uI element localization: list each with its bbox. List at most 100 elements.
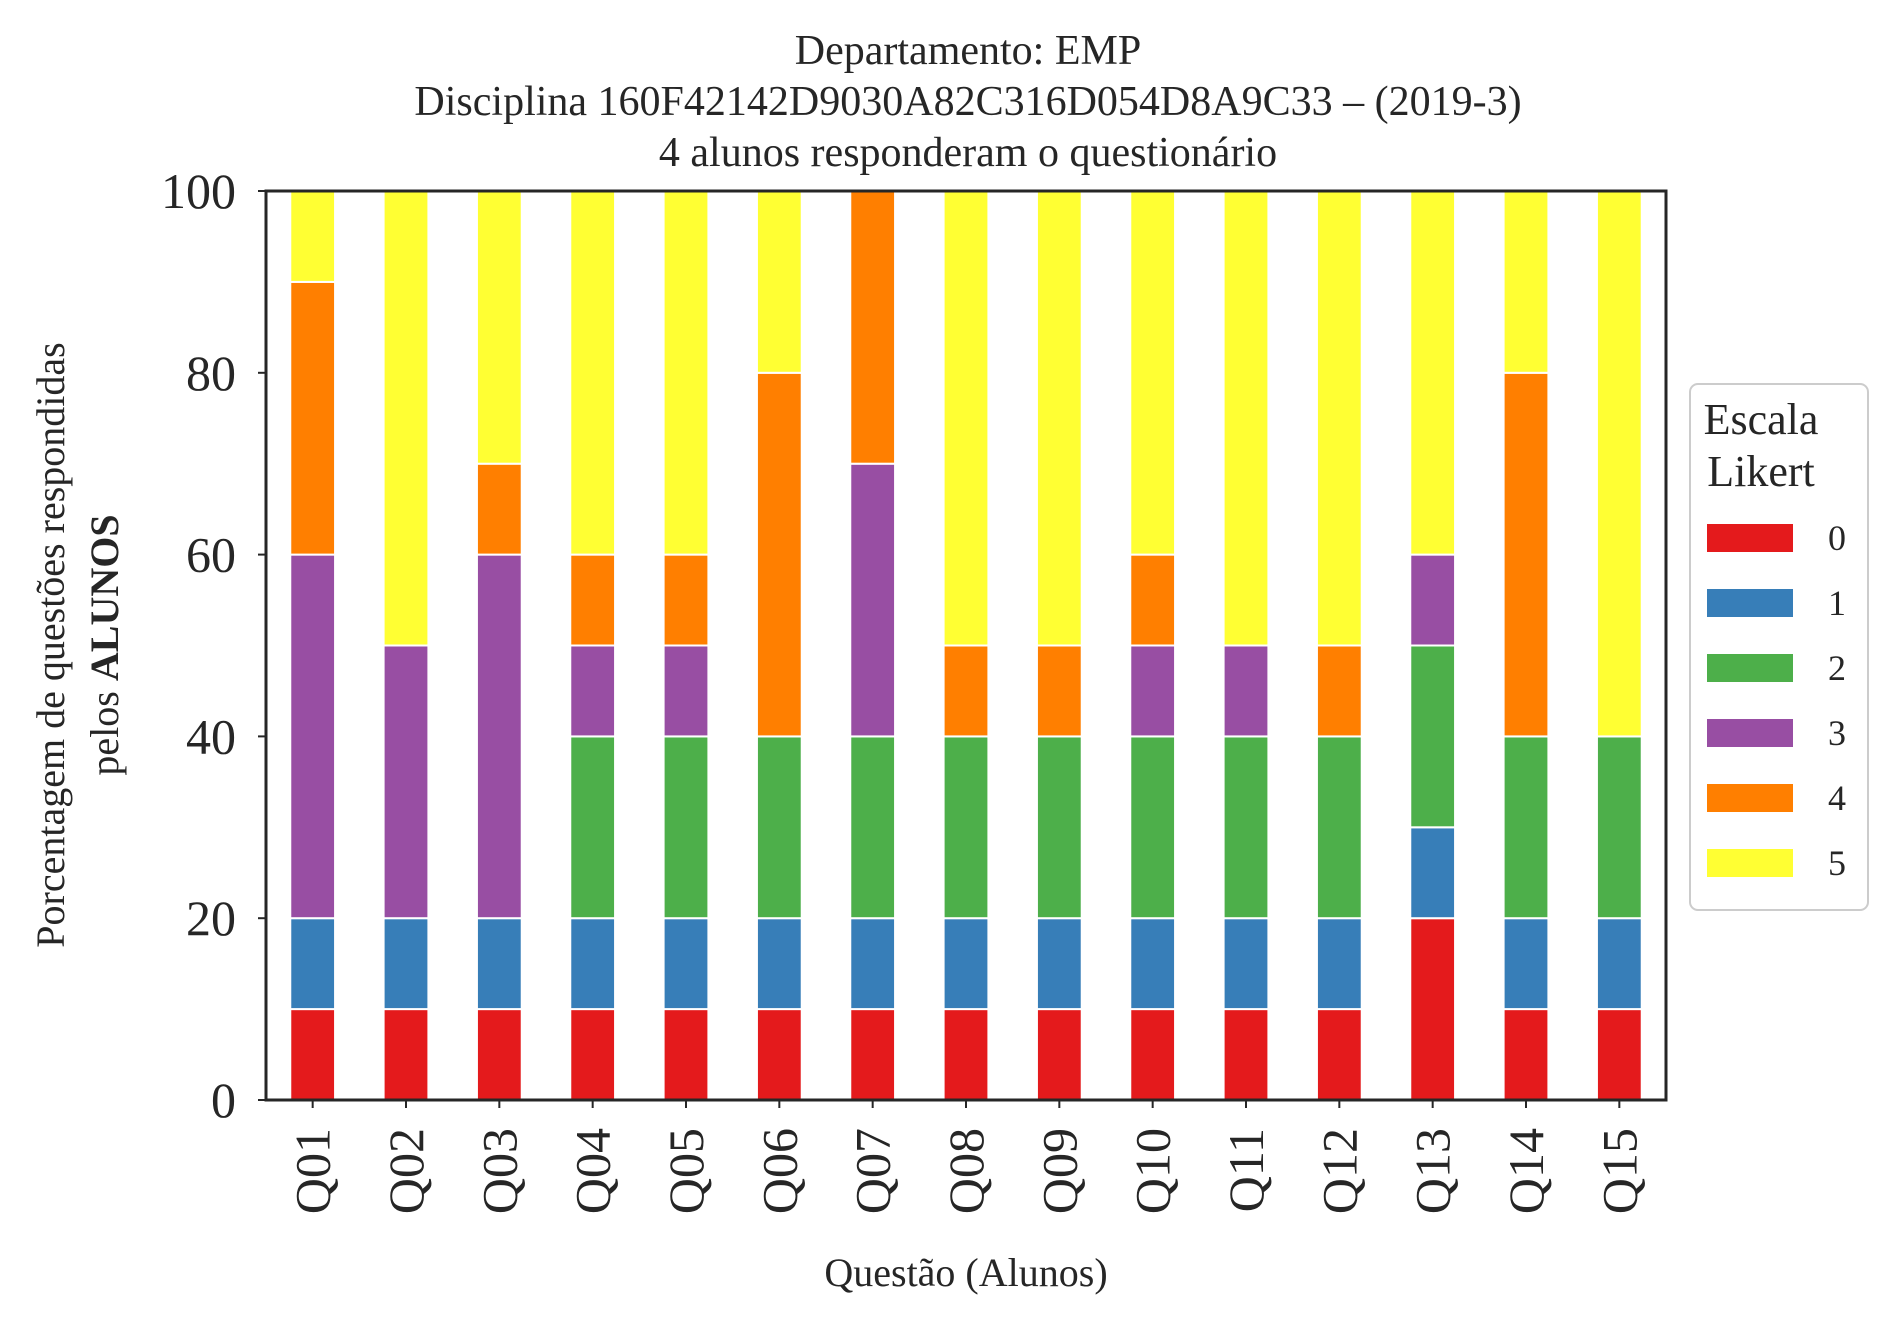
- bar-Q01-level-5: [289, 190, 337, 283]
- bar-Q05-level-2: [662, 735, 710, 920]
- bar-Q04-level-3: [569, 644, 617, 738]
- bar-Q14-level-2: [1502, 735, 1550, 920]
- bar-Q05-level-1: [662, 917, 710, 1011]
- bar-Q03-level-4: [475, 462, 523, 556]
- bar-Q15-level-2: [1595, 735, 1643, 920]
- bar-Q05-level-0: [662, 1008, 710, 1101]
- bar-Q01-level-1: [289, 917, 337, 1011]
- legend-label-3: 3: [1828, 713, 1846, 753]
- bar-Q02-level-3: [382, 644, 430, 920]
- legend: Escala Likert 0 1 2 3 4 5: [1689, 383, 1869, 911]
- bar-Q09-level-1: [1035, 917, 1083, 1011]
- bar-Q03-level-5: [475, 190, 523, 465]
- bar-Q04-level-1: [569, 917, 617, 1011]
- bar-Q14-level-1: [1502, 917, 1550, 1011]
- bar-Q03-level-3: [475, 553, 523, 920]
- y-tick-label: 40: [186, 708, 236, 764]
- bar-Q11-level-3: [1222, 644, 1270, 738]
- plot-frame: [264, 189, 1668, 1102]
- bar-Q15-level-5: [1595, 190, 1643, 738]
- y-tick-label: 80: [186, 345, 236, 401]
- x-tick-label: Q11: [1218, 1128, 1274, 1212]
- bar-Q10-level-3: [1129, 644, 1177, 738]
- x-tick-label: Q10: [1125, 1128, 1181, 1214]
- bar-Q07-level-2: [849, 735, 897, 920]
- bar-Q04-level-4: [569, 553, 617, 647]
- y-axis-label-bold: ALUNOS: [82, 514, 127, 681]
- bar-Q07-level-3: [849, 462, 897, 738]
- bar-Q03-level-0: [475, 1008, 523, 1101]
- bar-Q15-level-1: [1595, 917, 1643, 1011]
- bar-Q04-level-5: [569, 190, 617, 556]
- bar-Q01-level-0: [289, 1008, 337, 1101]
- x-tick-label: Q13: [1405, 1128, 1461, 1214]
- x-tick-label: Q14: [1498, 1128, 1554, 1214]
- x-tick-label: Q06: [751, 1128, 807, 1214]
- legend-label-0: 0: [1828, 518, 1846, 558]
- bar-Q10-level-4: [1129, 553, 1177, 647]
- legend-label-1: 1: [1828, 583, 1846, 623]
- bar-Q11-level-0: [1222, 1008, 1270, 1101]
- bar-Q11-level-1: [1222, 917, 1270, 1011]
- title-line-2: Disciplina 160F42142D9030A82C316D054D8A9…: [414, 79, 1521, 125]
- bar-Q14-level-4: [1502, 371, 1550, 738]
- legend-swatch-1: [1707, 589, 1793, 617]
- legend-swatch-3: [1707, 719, 1793, 747]
- bar-Q10-level-0: [1129, 1008, 1177, 1101]
- bar-Q03-level-1: [475, 917, 523, 1011]
- bar-Q11-level-2: [1222, 735, 1270, 920]
- bar-Q10-level-1: [1129, 917, 1177, 1011]
- bar-Q06-level-0: [755, 1008, 803, 1101]
- y-tick-label: 100: [161, 163, 236, 219]
- bar-Q08-level-1: [942, 917, 990, 1011]
- bar-Q06-level-2: [755, 735, 803, 920]
- bar-Q14-level-0: [1502, 1008, 1550, 1101]
- bar-Q13-level-5: [1409, 190, 1457, 556]
- x-tick-label: Q05: [658, 1128, 714, 1214]
- y-axis-ticks: 0 20 40 60 80 100: [161, 163, 266, 1128]
- bar-Q14-level-5: [1502, 190, 1550, 374]
- bar-Q13-level-3: [1409, 553, 1457, 647]
- x-tick-label: Q03: [471, 1128, 527, 1214]
- bar-Q12-level-0: [1315, 1008, 1363, 1101]
- x-tick-label: Q09: [1031, 1128, 1087, 1214]
- bar-Q10-level-2: [1129, 735, 1177, 920]
- bar-Q02-level-0: [382, 1008, 430, 1101]
- bar-Q12-level-2: [1315, 735, 1363, 920]
- y-axis-label: Porcentagem de questões respondidas pelo…: [28, 342, 127, 947]
- legend-swatch-0: [1707, 524, 1793, 552]
- bar-Q13-level-2: [1409, 644, 1457, 829]
- x-axis-ticks: Q01 Q02 Q03 Q04 Q05 Q06 Q07 Q08 Q09 Q10 Q11 Q12 Q13 Q…: [285, 1100, 1647, 1214]
- bar-Q05-level-3: [662, 644, 710, 738]
- bar-Q01-level-4: [289, 280, 337, 556]
- legend-swatch-5: [1707, 849, 1793, 877]
- title-line-3: 4 alunos responderam o questionário: [659, 130, 1277, 176]
- bar-Q08-level-0: [942, 1008, 990, 1101]
- bar-Q08-level-5: [942, 190, 990, 647]
- x-tick-label: Q15: [1591, 1128, 1647, 1214]
- legend-swatch-4: [1707, 784, 1793, 812]
- bar-Q04-level-0: [569, 1008, 617, 1101]
- bar-Q09-level-0: [1035, 1008, 1083, 1101]
- bar-Q07-level-4: [849, 190, 897, 465]
- y-tick-label: 20: [186, 890, 236, 946]
- x-tick-label: Q12: [1311, 1128, 1367, 1214]
- bar-Q02-level-1: [382, 917, 430, 1011]
- bar-Q05-level-5: [662, 190, 710, 556]
- x-axis-label: Questão (Alunos): [824, 1250, 1107, 1295]
- bar-Q07-level-0: [849, 1008, 897, 1101]
- legend-label-5: 5: [1828, 843, 1846, 883]
- x-tick-label: Q04: [565, 1128, 621, 1214]
- bar-Q12-level-5: [1315, 190, 1363, 647]
- title-line-1: Departamento: EMP: [795, 28, 1141, 74]
- bar-Q08-level-4: [942, 644, 990, 738]
- bar-Q09-level-2: [1035, 735, 1083, 920]
- y-tick-label: 60: [186, 527, 236, 583]
- bar-Q13-level-0: [1409, 917, 1457, 1102]
- bar-Q09-level-4: [1035, 644, 1083, 738]
- bar-Q10-level-5: [1129, 190, 1177, 556]
- y-axis-label-prefix: pelos: [82, 681, 127, 775]
- bar-Q06-level-5: [755, 190, 803, 374]
- bar-Q05-level-4: [662, 553, 710, 647]
- bar-Q15-level-0: [1595, 1008, 1643, 1101]
